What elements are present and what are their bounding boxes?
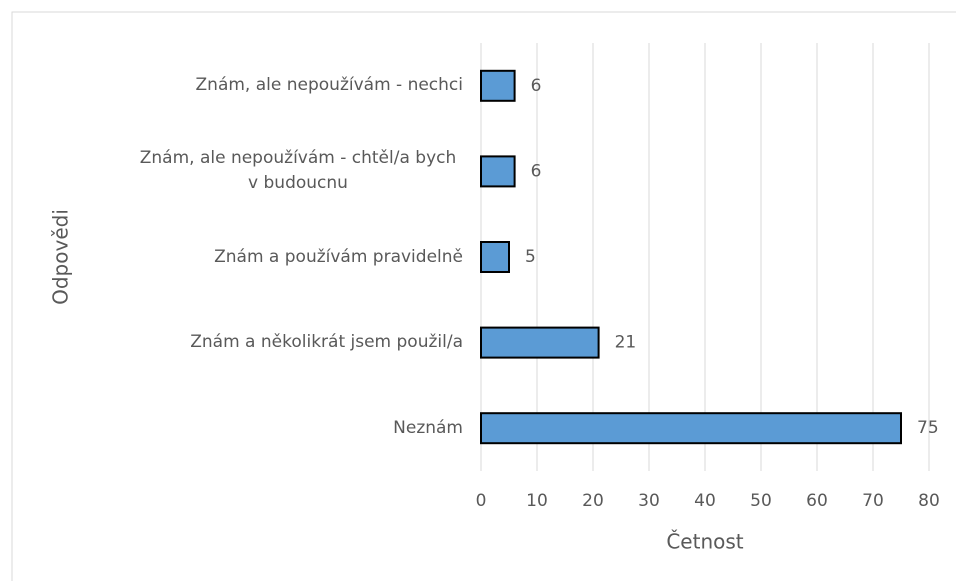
chart-border <box>11 11 956 581</box>
x-tick-label: 70 <box>862 491 884 511</box>
y-axis-title: Odpovědi <box>49 209 73 305</box>
y-tick-label: Znám a používám pravidelně <box>214 246 463 267</box>
x-tick-label: 40 <box>694 491 716 511</box>
x-tick-label: 10 <box>526 491 548 511</box>
bar <box>480 155 516 188</box>
data-label: 21 <box>615 333 637 353</box>
data-label: 6 <box>531 161 542 181</box>
bar <box>480 241 510 273</box>
data-label: 6 <box>531 76 542 96</box>
y-tick-label: Neznám <box>393 417 463 438</box>
x-tick-label: 30 <box>638 491 660 511</box>
x-tick-label: 0 <box>476 491 487 511</box>
bar <box>480 326 600 359</box>
data-label: 5 <box>525 247 536 267</box>
x-tick-label: 50 <box>750 491 772 511</box>
y-tick-label: Znám, ale nepoužívám - nechci <box>195 75 463 96</box>
bar <box>480 69 516 102</box>
x-tick-label: 60 <box>806 491 828 511</box>
x-tick-label: 20 <box>582 491 604 511</box>
bar <box>480 412 902 445</box>
x-tick-label: 80 <box>918 491 940 511</box>
y-tick-label: Znám, ale nepoužívám - chtěl/a bych v bu… <box>139 148 457 194</box>
data-label: 75 <box>917 418 939 438</box>
x-axis-title: Četnost <box>666 530 743 554</box>
y-tick-label: Znám a několikrát jsem použil/a <box>190 332 463 353</box>
